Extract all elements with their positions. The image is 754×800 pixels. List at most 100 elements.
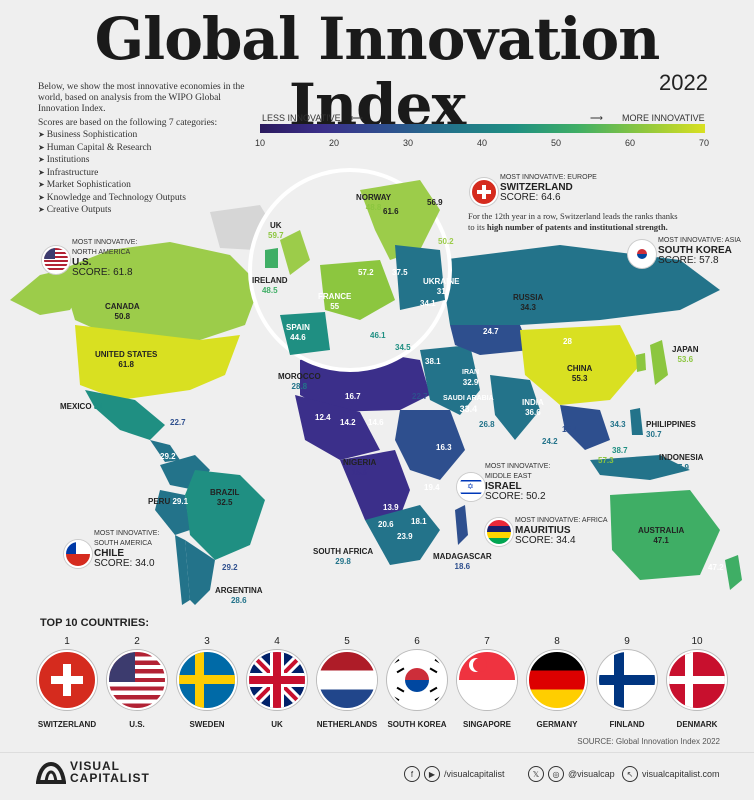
country-score: 28.6 xyxy=(230,596,247,605)
germany-flag-icon xyxy=(527,650,587,710)
region-southeast-asia xyxy=(560,405,610,450)
scale-arrow-left: ⟵ xyxy=(350,113,363,123)
social-facebook-youtube[interactable]: f ▶ /visualcapitalist xyxy=(404,766,505,782)
social-handle: /visualcapitalist xyxy=(444,769,505,779)
rank-number: 7 xyxy=(484,636,490,647)
scale-tick: 10 xyxy=(254,138,266,148)
youtube-icon[interactable]: ▶ xyxy=(424,766,440,782)
country-score: 47.1 xyxy=(653,536,669,545)
label-iran: IRAN 32.9 xyxy=(462,368,479,388)
country-name: UK xyxy=(270,221,282,230)
region-japan xyxy=(650,340,668,385)
us-flag-icon xyxy=(107,650,167,710)
world-map xyxy=(10,168,742,605)
netherlands-flag-icon xyxy=(317,650,377,710)
region-australia xyxy=(610,490,720,580)
callout-country: SOUTH KOREA xyxy=(658,245,732,256)
region-central-america xyxy=(150,440,180,462)
country-name: DENMARK xyxy=(676,720,718,729)
sweden-flag-icon xyxy=(177,650,237,710)
switzerland-flag-icon xyxy=(470,178,498,206)
label-ethiopia: 16.3 xyxy=(436,443,452,452)
country-name: INDONESIA xyxy=(659,453,704,462)
label-niger: 14.2 xyxy=(340,418,356,427)
label-saudi-arabia: SAUDI ARABIA 33.4 xyxy=(443,394,494,414)
scale-more-label: MORE INNOVATIVE xyxy=(622,113,705,123)
website-link[interactable]: ↖ visualcapitalist.com xyxy=(622,766,720,782)
label-italy: 46.1 xyxy=(370,331,386,340)
note-bold-text: high number of patents and institutional… xyxy=(486,221,668,232)
label-peru: PERU 29.1 xyxy=(148,497,188,507)
top10-item: 3 SWEDEN xyxy=(172,636,242,729)
country-name: UK xyxy=(271,720,283,729)
label-kazakhstan: 24.7 xyxy=(483,327,499,336)
callout-us: MOST INNOVATIVE: NORTH AMERICA U.S. SCOR… xyxy=(72,238,152,278)
region-mexico xyxy=(85,390,165,440)
label-russia: RUSSIA 34.3 xyxy=(513,293,543,313)
callout-country: ISRAEL xyxy=(485,481,522,492)
source-note: SOURCE: Global Innovation Index 2022 xyxy=(577,737,720,746)
label-sweden: 61.6 xyxy=(383,207,399,216)
country-name: IRAN xyxy=(462,369,480,376)
region-iberia xyxy=(280,312,330,355)
region-canada xyxy=(60,242,260,340)
region-west-africa xyxy=(295,395,380,460)
callout-country: SWITZERLAND xyxy=(500,182,573,193)
twitter-icon[interactable]: 𝕏 xyxy=(528,766,544,782)
region-central-africa xyxy=(340,450,410,530)
label-uruguay: 29.2 xyxy=(222,563,238,572)
categories-label: Scores are based on the following 7 cate… xyxy=(38,118,218,128)
region-philippines xyxy=(630,408,643,435)
callout-score: SCORE: 34.0 xyxy=(94,558,155,569)
region-scandinavia xyxy=(360,180,440,260)
us-flag-icon xyxy=(42,246,70,274)
region-eastern-europe xyxy=(395,245,445,310)
instagram-icon[interactable]: ◎ xyxy=(548,766,564,782)
scale-tick: 20 xyxy=(328,138,340,148)
region-ireland xyxy=(265,248,278,268)
top10-title: TOP 10 COUNTRIES: xyxy=(40,617,150,629)
mauritius-flag-icon xyxy=(485,518,513,546)
label-india: INDIA 36.6 xyxy=(522,398,544,418)
country-score: 30.7 xyxy=(646,430,662,439)
label-spain: SPAIN 44.6 xyxy=(286,323,310,343)
social-twitter-instagram[interactable]: 𝕏 ◎ @visualcap xyxy=(528,766,615,782)
country-name: SOUTH KOREA xyxy=(387,720,447,729)
country-score: 36.6 xyxy=(525,408,541,417)
country-name: GERMANY xyxy=(536,720,578,729)
label-germany: 57.2 xyxy=(358,268,374,277)
country-score: 32.5 xyxy=(216,498,233,507)
south-korea-flag-icon xyxy=(387,650,447,710)
label-ireland: IRELAND 48.5 xyxy=(252,276,288,296)
switzerland-flag-icon xyxy=(37,650,97,710)
year-label: 2022 xyxy=(659,70,708,95)
country-name: BRAZIL xyxy=(210,488,240,497)
country-name: SINGAPORE xyxy=(462,720,511,729)
country-name: IRELAND xyxy=(252,276,288,285)
region-chile xyxy=(175,535,190,605)
country-name: NETHERLANDS xyxy=(316,720,378,729)
scale-arrow-right: ⟶ xyxy=(590,113,603,123)
callout-label: MOST INNOVATIVE: AFRICA xyxy=(515,517,608,524)
country-score: 48.5 xyxy=(261,286,278,295)
region-east-africa xyxy=(395,410,465,480)
country-name: INDIA xyxy=(522,398,544,407)
rank-number: 10 xyxy=(691,636,703,647)
label-canada: CANADA 50.8 xyxy=(105,302,140,322)
callout-switzerland: MOST INNOVATIVE: EUROPE SWITZERLAND SCOR… xyxy=(500,173,597,203)
country-score: 50.8 xyxy=(114,312,131,321)
callout-label: MOST INNOVATIVE: ASIA xyxy=(658,237,741,244)
facebook-icon[interactable]: f xyxy=(404,766,420,782)
label-ukraine: UKRAINE 31 xyxy=(423,277,459,297)
top10-item: 7 SINGAPORE xyxy=(452,636,522,729)
singapore-flag-icon xyxy=(457,650,517,710)
label-mexico: MEXICO 31 xyxy=(60,402,103,412)
country-name: PHILIPPINES xyxy=(646,420,696,429)
website-url[interactable]: visualcapitalist.com xyxy=(642,769,720,779)
label-vietnam: 34.3 xyxy=(610,420,626,429)
region-middle-east xyxy=(420,345,480,415)
label-botswana: 23.9 xyxy=(397,532,413,541)
callout-score: SCORE: 64.6 xyxy=(500,192,561,203)
label-south-africa: SOUTH AFRICA 29.8 xyxy=(313,547,373,567)
country-name: AUSTRALIA xyxy=(638,526,685,535)
